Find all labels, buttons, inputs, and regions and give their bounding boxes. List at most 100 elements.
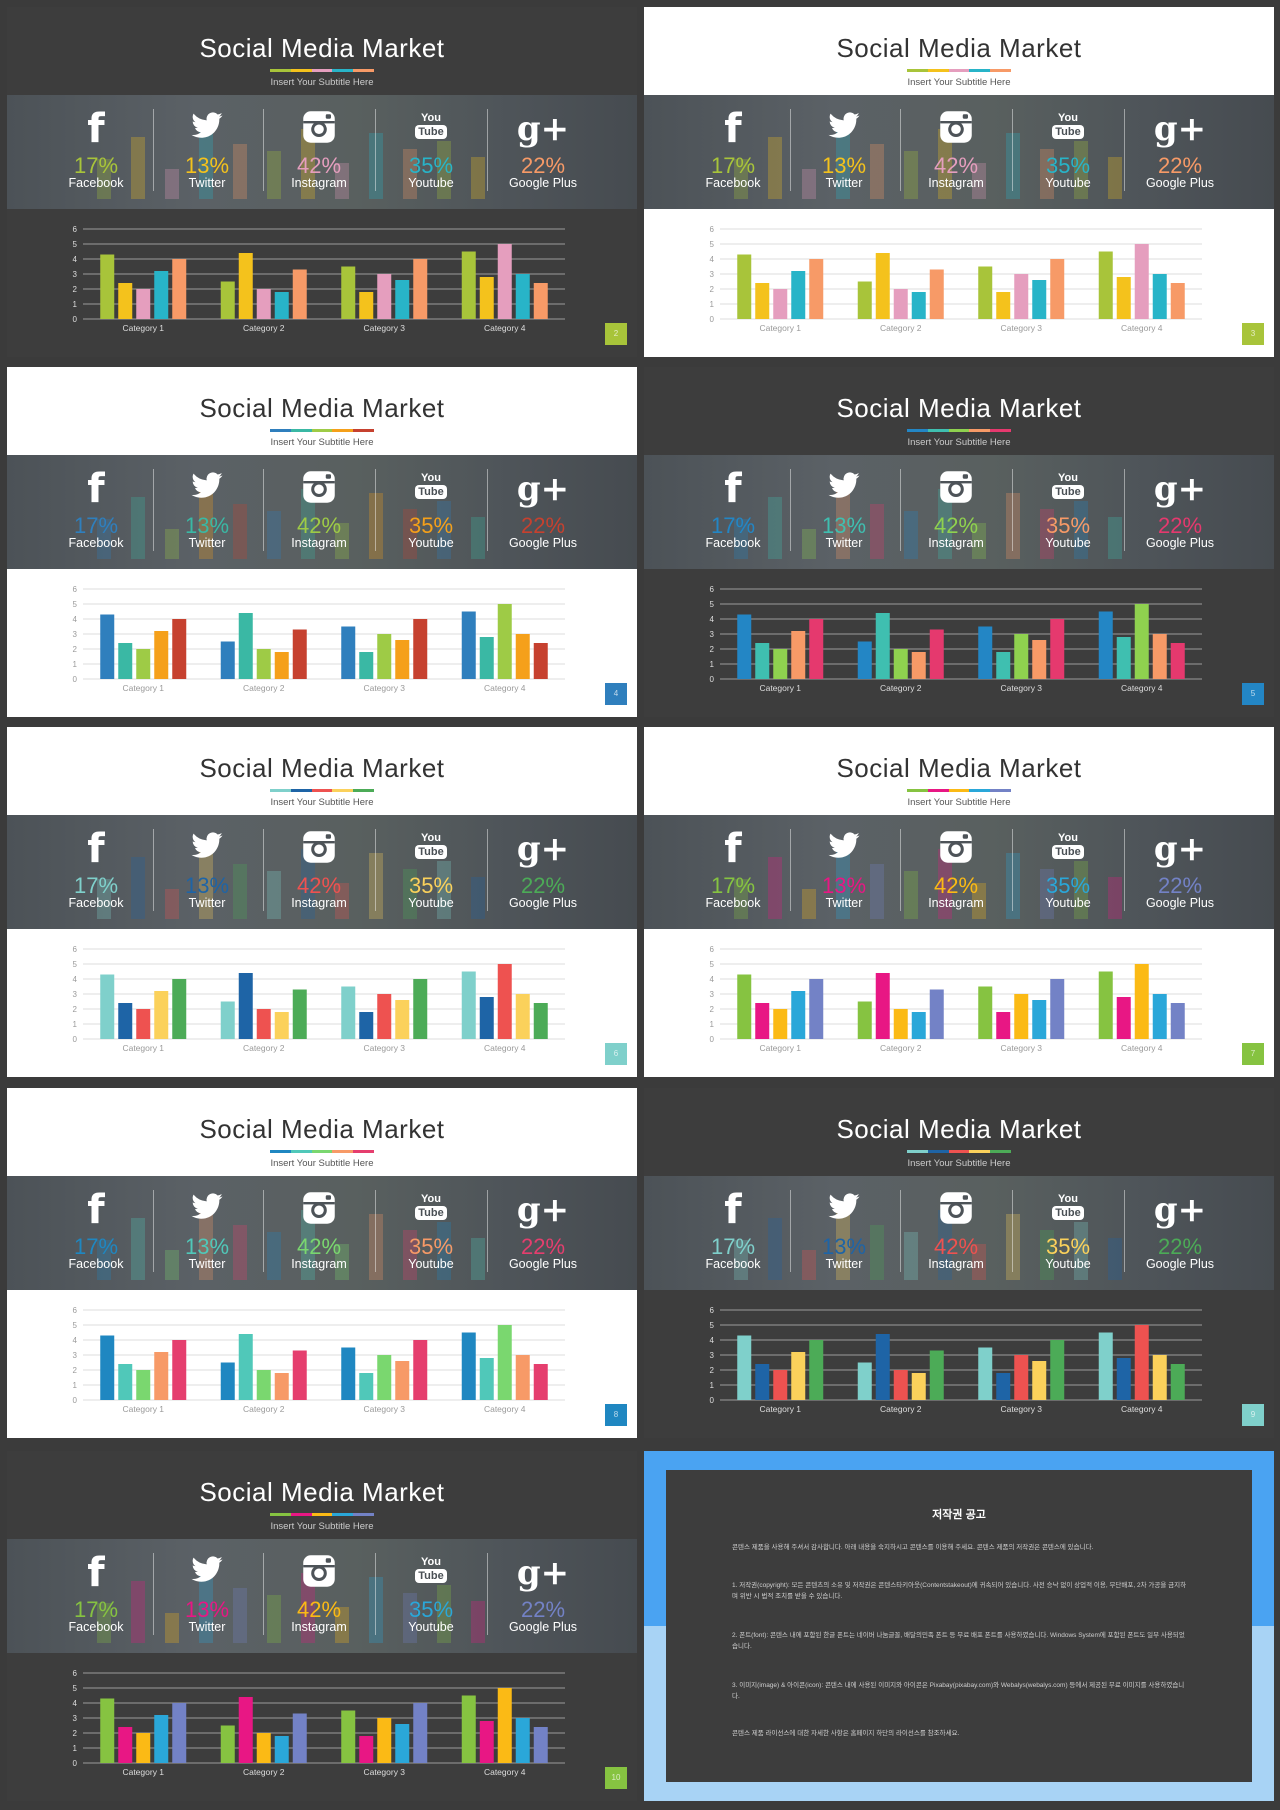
- social-name: Facebook: [705, 536, 761, 550]
- background-bar: [437, 1222, 451, 1280]
- social-stat-facebook: f 17% Facebook: [40, 1539, 152, 1653]
- background-bar: [131, 137, 145, 199]
- social-name: Youtube: [408, 896, 454, 910]
- y-tick-label: 5: [73, 1684, 78, 1693]
- facebook-icon: f: [87, 106, 105, 152]
- bar: [413, 979, 428, 1039]
- slide-thumbnail[interactable]: Social Media Market Insert Your Subtitle …: [644, 7, 1274, 357]
- social-percentage: 17%: [73, 873, 119, 898]
- bar: [292, 1350, 307, 1400]
- divider: [153, 1553, 154, 1635]
- title-color-underline: [907, 429, 1011, 432]
- background-bar: [233, 864, 247, 919]
- bar: [996, 652, 1011, 679]
- x-category-label: Category 2: [243, 683, 285, 693]
- slide-thumbnail[interactable]: Social Media Market Insert Your Subtitle …: [7, 1451, 637, 1801]
- x-category-label: Category 2: [243, 1043, 285, 1053]
- x-category-label: Category 3: [1000, 323, 1042, 333]
- background-bar: [403, 1230, 417, 1280]
- social-stats-banner: f 17% Facebook 13% Twitter 42% Instagram You Tub…: [644, 455, 1274, 569]
- x-category-label: Category 2: [880, 323, 922, 333]
- bar: [1098, 251, 1113, 319]
- social-percentage: 35%: [408, 873, 454, 898]
- background-bar: [437, 501, 451, 559]
- bar: [395, 1361, 410, 1400]
- background-bar: [233, 1588, 247, 1643]
- social-stat-twitter: 13% Twitter: [151, 815, 263, 929]
- bar: [1050, 619, 1065, 679]
- page-number-badge: 9: [1242, 1404, 1264, 1426]
- y-tick-label: 0: [73, 315, 78, 324]
- bar: [1050, 259, 1065, 319]
- bar: [1014, 994, 1029, 1039]
- slide-subtitle: Insert Your Subtitle Here: [907, 77, 1011, 88]
- bar: [256, 289, 271, 319]
- social-stat-facebook: f 17% Facebook: [677, 95, 789, 209]
- slide-thumbnail[interactable]: Social Media Market Insert Your Subtitle …: [644, 1088, 1274, 1438]
- y-tick-label: 5: [710, 1321, 715, 1330]
- bar: [533, 1003, 548, 1039]
- notice-paragraph: 콘텐스 제품을 사용해 주셔서 감사합니다. 아래 내용을 숙지하시고 콘텐스를…: [732, 1544, 1094, 1551]
- slide-title: Social Media Market: [199, 33, 445, 63]
- slide-thumbnail[interactable]: Social Media Market Insert Your Subtitle …: [644, 367, 1274, 717]
- social-stats-banner: f 17% Facebook 13% Twitter 42% Instagram You Tub…: [644, 815, 1274, 929]
- y-tick-label: 3: [73, 990, 78, 999]
- background-bar: [437, 1585, 451, 1643]
- social-stat-twitter: 13% Twitter: [788, 455, 900, 569]
- bar: [292, 629, 307, 679]
- bar: [996, 1373, 1011, 1400]
- social-stat-facebook: f 17% Facebook: [40, 1176, 152, 1290]
- slide-thumbnail[interactable]: Social Media Market Insert Your Subtitle …: [7, 1088, 637, 1438]
- bar: [755, 283, 770, 319]
- y-tick-label: 3: [710, 1351, 715, 1360]
- slide-thumbnail[interactable]: Social Media Market Insert Your Subtitle …: [7, 367, 637, 717]
- background-bar: [233, 1225, 247, 1280]
- title-color-underline: [270, 1150, 374, 1153]
- bar: [359, 292, 374, 319]
- social-name: Facebook: [705, 1257, 761, 1271]
- background-bar: [369, 493, 383, 559]
- divider: [900, 469, 901, 551]
- y-tick-label: 4: [710, 1336, 715, 1345]
- y-tick-label: 2: [73, 1729, 78, 1738]
- social-percentage: 35%: [1045, 873, 1091, 898]
- slide-title: Social Media Market: [836, 33, 1082, 63]
- bar: [341, 266, 356, 319]
- bar: [395, 1000, 410, 1039]
- social-name: Facebook: [68, 176, 124, 190]
- y-tick-label: 4: [73, 615, 78, 624]
- youtube-icon: You Tube: [1012, 109, 1124, 149]
- bar-chart: 0 1 2 3 4 5 6 Category 1 Category 2 Category 3 Cat…: [644, 1290, 1274, 1438]
- notice-title: 저작권 공고: [932, 1509, 986, 1521]
- x-category-label: Category 3: [363, 1767, 405, 1777]
- bar: [274, 292, 289, 319]
- background-bar: [199, 1205, 213, 1280]
- google-plus-icon: g+: [516, 1553, 570, 1593]
- slide-subtitle: Insert Your Subtitle Here: [907, 797, 1011, 808]
- bar: [791, 271, 806, 319]
- social-percentage: 42%: [296, 1234, 342, 1259]
- slide-thumbnail[interactable]: Social Media Market Insert Your Subtitle …: [7, 7, 637, 357]
- social-name: Instagram: [928, 176, 984, 190]
- social-name: Google Plus: [508, 176, 578, 190]
- y-tick-label: 6: [73, 585, 78, 594]
- x-category-label: Category 1: [122, 323, 164, 333]
- facebook-icon: f: [87, 826, 105, 872]
- background-bar: [267, 871, 281, 919]
- slide-header: Social Media Market Insert Your Subtitle …: [7, 727, 637, 815]
- slide-thumbnail[interactable]: Social Media Market Insert Your Subtitle …: [7, 727, 637, 1077]
- bar: [172, 1340, 187, 1400]
- x-category-label: Category 4: [1121, 1043, 1163, 1053]
- bar: [497, 1688, 512, 1763]
- x-category-label: Category 3: [363, 683, 405, 693]
- divider: [1012, 109, 1013, 191]
- page-number-badge: 3: [1242, 323, 1264, 345]
- background-bar: [471, 1601, 485, 1643]
- background-bar: [1074, 501, 1088, 559]
- bar: [118, 1364, 133, 1400]
- background-bar: [335, 523, 349, 559]
- social-stat-instagram: 42% Instagram: [900, 95, 1012, 209]
- bar: [1116, 997, 1131, 1039]
- slide-thumbnail[interactable]: Social Media Market Insert Your Subtitle …: [644, 727, 1274, 1077]
- divider: [153, 469, 154, 551]
